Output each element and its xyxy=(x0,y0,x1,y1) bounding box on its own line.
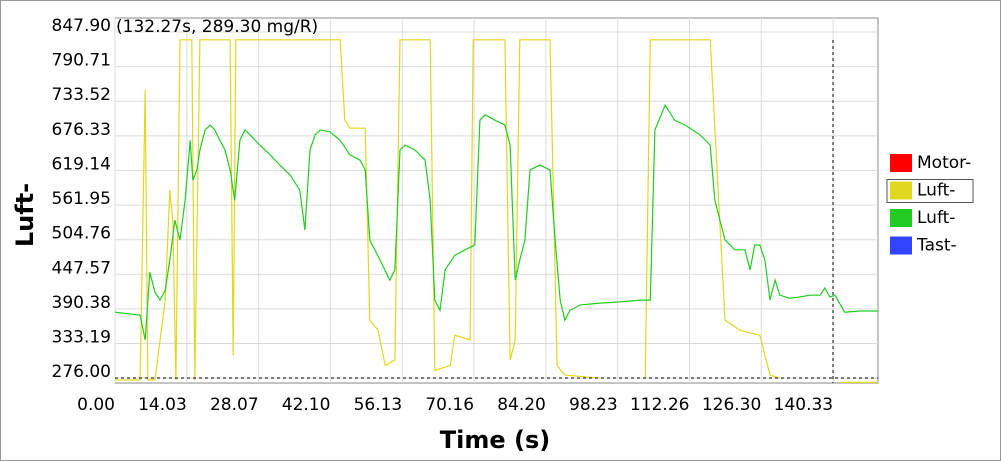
x-tick-label: 0.00 xyxy=(77,395,115,415)
x-tick-label: 98.23 xyxy=(569,395,618,415)
legend-label: Motor- xyxy=(917,153,971,173)
y-tick-label: 676.33 xyxy=(52,120,111,140)
series-line xyxy=(115,39,878,383)
series-line xyxy=(114,103,878,341)
x-tick-label: 28.07 xyxy=(210,395,259,415)
crosshair-annotation: (132.27s, 289.30 mg/R) xyxy=(116,17,318,37)
legend-label: Luft- xyxy=(917,208,955,228)
y-tick-label: 790.71 xyxy=(52,51,111,71)
legend-label: Luft- xyxy=(917,181,955,201)
y-tick-label: 733.52 xyxy=(52,85,111,105)
x-tick-label: 42.10 xyxy=(282,395,331,415)
x-tick-label: 140.33 xyxy=(774,395,833,415)
y-tick-label: 333.19 xyxy=(52,328,111,348)
x-tick-label: 84.20 xyxy=(497,395,546,415)
y-tick-label: 847.90 xyxy=(52,16,111,36)
legend: Motor- Luft- Luft- Tast- xyxy=(886,153,974,256)
y-tick-label: 390.38 xyxy=(52,293,111,313)
x-tick-label: 14.03 xyxy=(138,395,187,415)
y-tick-label: 276.00 xyxy=(52,362,111,382)
lines xyxy=(114,39,878,383)
legend-swatch xyxy=(890,154,912,172)
legend-selection xyxy=(886,179,974,203)
x-axis-title: Time (s) xyxy=(440,426,550,454)
legend-swatch xyxy=(890,236,912,255)
legend-swatch xyxy=(890,181,912,200)
y-tick-label: 619.14 xyxy=(52,154,111,174)
y-tick-label: 504.76 xyxy=(52,224,111,244)
x-tick-label: 70.16 xyxy=(425,395,474,415)
axes: 276.00 333.19 390.38 447.57 504.76 561.95 619.… xyxy=(52,16,834,415)
x-tick-label: 112.26 xyxy=(630,395,689,415)
x-tick-label: 126.30 xyxy=(702,395,761,415)
y-axis-title: Luft- xyxy=(11,183,39,247)
legend-label: Tast- xyxy=(916,236,957,256)
plot-area xyxy=(114,17,879,384)
legend-swatch xyxy=(890,209,912,227)
x-tick-label: 56.13 xyxy=(354,395,403,415)
grid xyxy=(114,18,878,383)
y-tick-label: 561.95 xyxy=(52,189,111,209)
y-tick-label: 447.57 xyxy=(52,258,111,278)
